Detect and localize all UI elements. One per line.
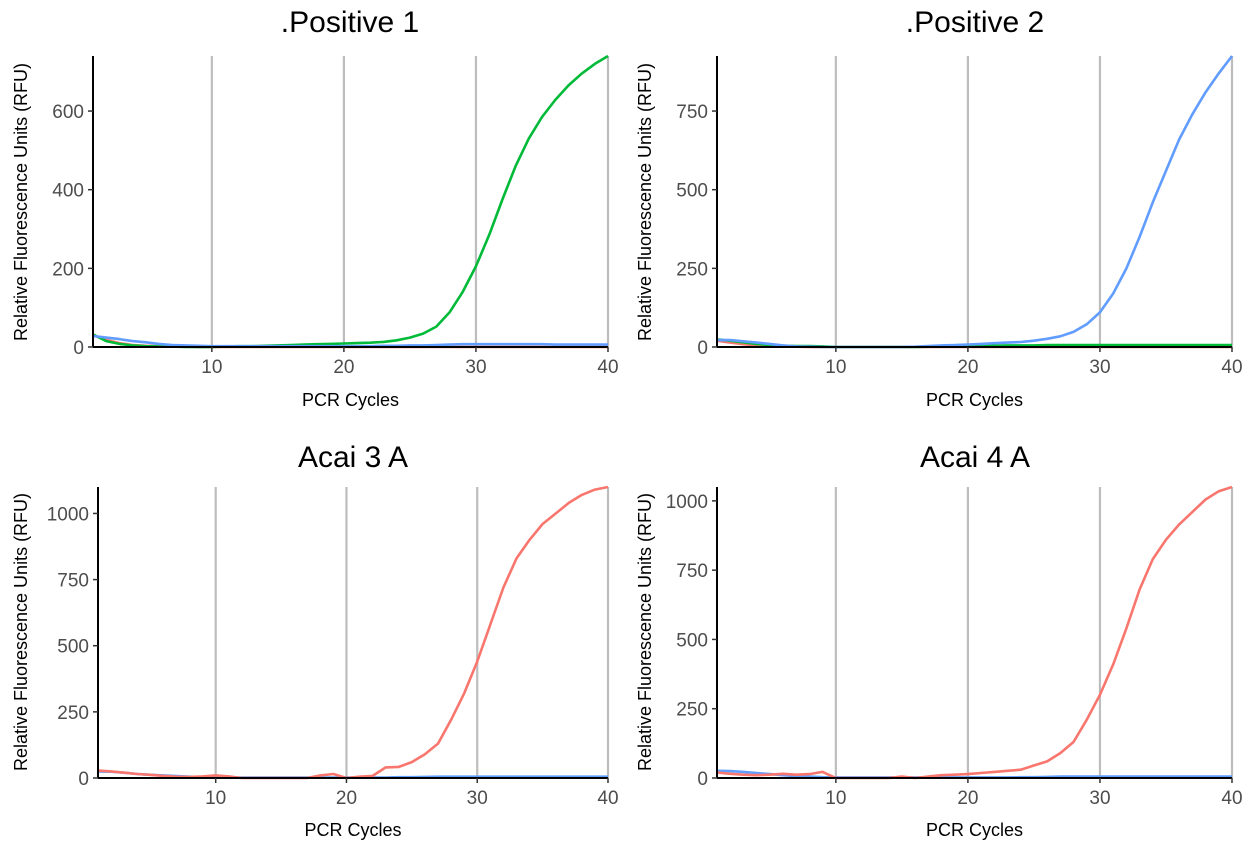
- series-line-2: [97, 485, 609, 780]
- x-axis-title: PCR Cycles: [304, 820, 401, 840]
- x-axis-title: PCR Cycles: [926, 820, 1023, 840]
- x-tick-label: 40: [1221, 357, 1242, 378]
- y-tick-label: 250: [676, 700, 708, 721]
- y-axis-title: Relative Fluorescence Units (RFU): [635, 63, 655, 341]
- x-tick-label: 40: [597, 788, 618, 809]
- x-tick-label: 30: [467, 788, 488, 809]
- chart-panel-2: 10 20 30 40 0 250 500 750 .Positive 2 PCR Cycles R…: [635, 6, 1243, 410]
- x-tick-label: 30: [1089, 788, 1110, 809]
- x-tick-label: 20: [957, 357, 978, 378]
- y-tick-label: 0: [73, 338, 84, 359]
- x-tick-label: 10: [201, 357, 222, 378]
- y-tick-label: 250: [676, 259, 708, 280]
- y-tick-label: 400: [52, 181, 84, 202]
- y-axis-title: Relative Fluorescence Units (RFU): [635, 493, 655, 771]
- y-axis-title: Relative Fluorescence Units (RFU): [11, 493, 31, 771]
- x-tick-label: 20: [336, 788, 357, 809]
- series-line-2: [92, 54, 609, 349]
- y-tick-label: 200: [52, 259, 84, 280]
- y-tick-label: 0: [697, 338, 708, 359]
- series-line-3: [92, 334, 608, 348]
- x-axis-title: PCR Cycles: [926, 390, 1023, 410]
- x-tick-label: 10: [825, 788, 846, 809]
- y-tick-label: 250: [57, 703, 89, 724]
- chart-title: Acai 3 A: [298, 441, 408, 474]
- x-tick-label: 30: [1089, 357, 1110, 378]
- y-tick-label: 500: [676, 630, 708, 651]
- x-tick-label: 40: [1221, 788, 1242, 809]
- x-tick-label: 40: [597, 357, 618, 378]
- x-axis-title: PCR Cycles: [302, 390, 399, 410]
- y-tick-label: 1000: [666, 492, 708, 513]
- y-tick-label: 500: [676, 181, 708, 202]
- x-tick-label: 10: [205, 788, 226, 809]
- y-tick-label: 750: [676, 561, 708, 582]
- chart-title: .Positive 2: [906, 6, 1044, 39]
- y-tick-label: 0: [697, 769, 708, 790]
- chart-title: .Positive 1: [281, 6, 419, 39]
- y-tick-label: 1000: [47, 504, 89, 525]
- x-tick-label: 10: [825, 357, 846, 378]
- x-tick-label: 30: [465, 357, 486, 378]
- y-tick-label: 600: [52, 102, 84, 123]
- y-axis-title: Relative Fluorescence Units (RFU): [11, 63, 31, 341]
- chart-panel-4: 10 20 30 40 0 250 500 750 1000 Acai 4 A PCR Cycles…: [635, 441, 1243, 840]
- series-line-3: [717, 55, 1234, 349]
- x-tick-label: 20: [333, 357, 354, 378]
- chart-panel-3: 10 20 30 40 0 250 500 750 1000 Acai 3 A PCR Cycles…: [11, 441, 619, 840]
- chart-title: Acai 4 A: [920, 441, 1030, 474]
- y-tick-label: 750: [57, 571, 89, 592]
- series-line-2: [716, 485, 1233, 780]
- y-tick-label: 750: [676, 102, 708, 123]
- y-tick-label: 0: [78, 769, 89, 790]
- y-tick-label: 500: [57, 637, 89, 658]
- x-tick-label: 20: [957, 788, 978, 809]
